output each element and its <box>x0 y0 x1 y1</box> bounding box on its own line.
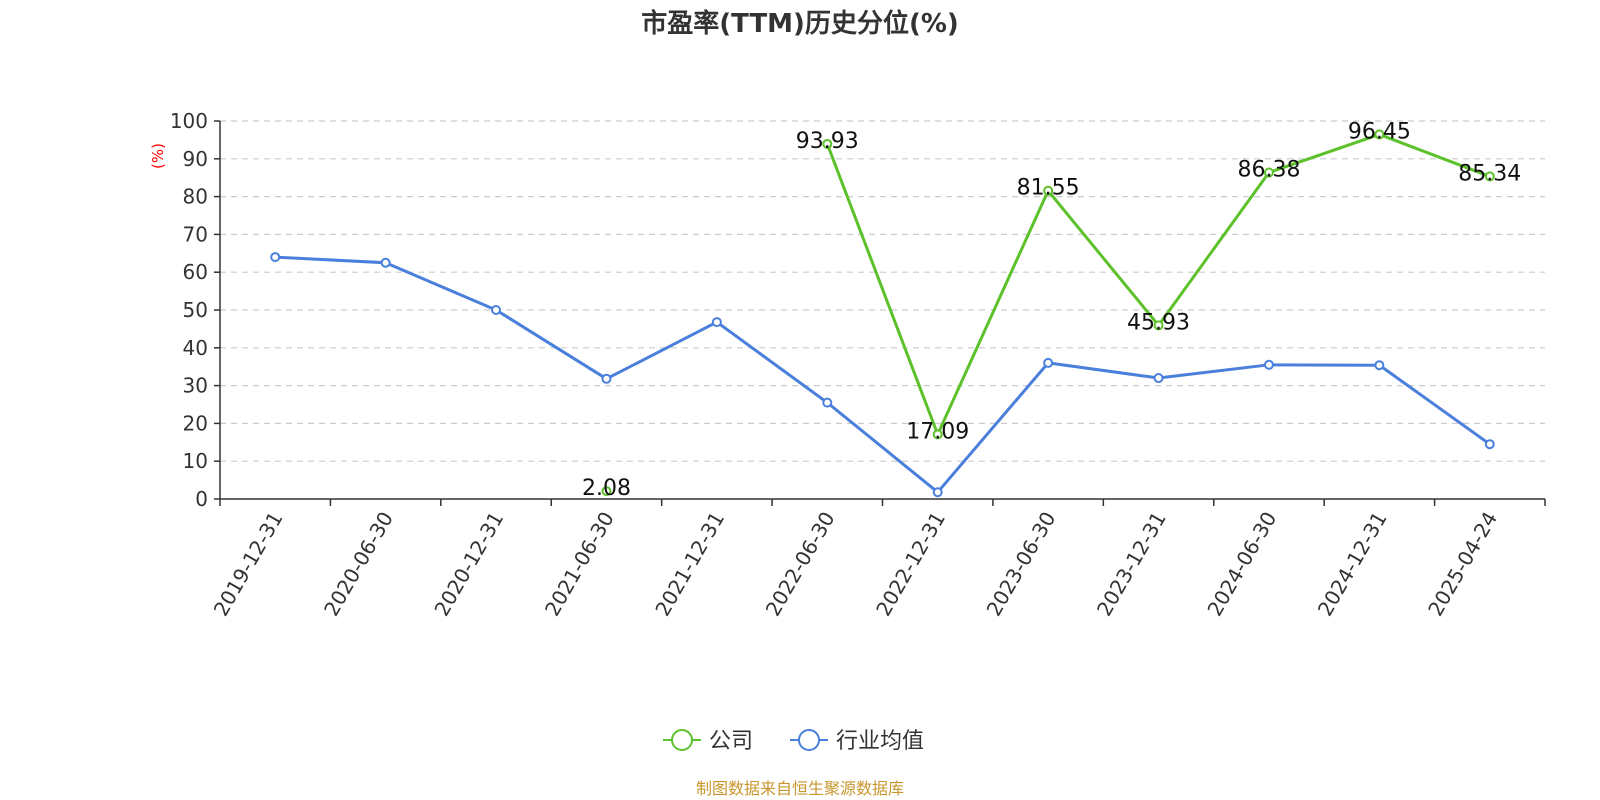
data-point[interactable] <box>822 397 833 408</box>
y-axis-unit: (%) <box>149 143 167 169</box>
data-label: 93.93 <box>796 129 859 154</box>
data-point[interactable] <box>1043 185 1054 196</box>
data-labels: 2.08 93.93 17.09 81.55 45.93 86.38 96.45 85.34 <box>582 119 1521 501</box>
data-point[interactable] <box>822 138 833 149</box>
data-label: 86.38 <box>1237 157 1300 182</box>
data-point[interactable] <box>1374 129 1385 140</box>
x-tick-label: 2022-12-31 <box>871 508 950 621</box>
y-tick-label: 90 <box>183 147 208 171</box>
data-point[interactable] <box>601 486 612 497</box>
data-label: 17.09 <box>906 419 969 444</box>
grid <box>220 120 1545 462</box>
data-point[interactable] <box>491 305 502 315</box>
y-tick-label: 10 <box>183 449 208 473</box>
data-point[interactable] <box>1484 439 1495 450</box>
x-tick-label: 2021-12-31 <box>650 508 729 621</box>
y-tick-label: 40 <box>183 336 208 360</box>
series-layer <box>270 129 1495 498</box>
x-tick-label: 2020-12-31 <box>429 508 508 621</box>
x-tick-label: 2025-04-24 <box>1423 508 1502 621</box>
data-point[interactable] <box>1484 171 1495 182</box>
x-tick-label: 2023-12-31 <box>1092 508 1171 621</box>
x-tick-label: 2024-06-30 <box>1202 508 1281 621</box>
data-point[interactable] <box>270 252 281 263</box>
data-label: 96.45 <box>1348 119 1411 144</box>
data-label: 85.34 <box>1458 161 1521 186</box>
y-tick-label: 60 <box>183 260 208 284</box>
y-tick-label: 80 <box>183 185 208 209</box>
legend-marker <box>671 729 693 751</box>
y-tick-label: 0 <box>195 487 208 511</box>
chart-title: 市盈率(TTM)历史分位(%) <box>641 8 959 39</box>
series-line <box>825 132 1491 436</box>
x-tick-label: 2019-12-31 <box>209 508 288 621</box>
legend-item-0[interactable]: 公司 <box>663 729 753 754</box>
legend-label: 行业均值 <box>836 729 924 754</box>
legend-label: 公司 <box>709 729 753 754</box>
y-tick-label: 50 <box>183 298 208 322</box>
data-point[interactable] <box>380 257 391 268</box>
data-point[interactable] <box>932 429 943 440</box>
series-line <box>275 255 1491 494</box>
x-tick-label: 2024-12-31 <box>1313 508 1392 621</box>
x-tick-label: 2021-06-30 <box>540 508 619 621</box>
data-point[interactable] <box>1153 373 1164 384</box>
legend[interactable]: 公司 行业均值 <box>663 729 924 754</box>
data-label: 81.55 <box>1017 176 1080 201</box>
x-tick-label: 2020-06-30 <box>319 508 398 621</box>
data-label: 2.08 <box>582 476 631 501</box>
data-point[interactable] <box>1263 167 1274 178</box>
data-point[interactable] <box>1153 320 1164 331</box>
data-point[interactable] <box>1374 360 1385 371</box>
legend-marker <box>798 729 820 751</box>
y-tick-label: 70 <box>183 222 208 246</box>
data-label: 45.93 <box>1127 310 1190 335</box>
data-point[interactable] <box>601 373 612 384</box>
data-point[interactable] <box>1043 357 1054 368</box>
y-tick-label: 30 <box>183 374 208 398</box>
series-0 <box>601 129 1495 497</box>
source-note: 制图数据来自恒生聚源数据库 <box>696 779 904 798</box>
series-1 <box>270 252 1495 498</box>
legend-item-1[interactable]: 行业均值 <box>790 729 924 754</box>
x-tick-label: 2022-06-30 <box>761 508 840 621</box>
data-point[interactable] <box>1263 359 1274 370</box>
y-tick-label: 100 <box>170 109 208 133</box>
data-point[interactable] <box>711 317 722 328</box>
x-tick-label: 2023-06-30 <box>982 508 1061 621</box>
y-tick-label: 20 <box>183 411 208 435</box>
data-point[interactable] <box>932 487 943 498</box>
